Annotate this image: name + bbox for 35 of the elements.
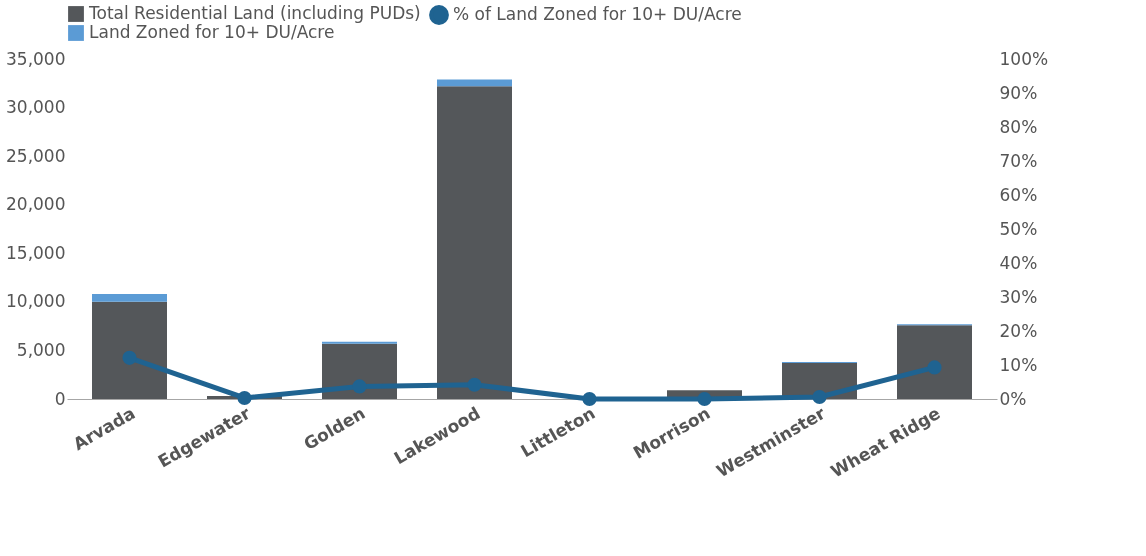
legend-label: Total Residential Land (including PUDs) (88, 3, 421, 23)
y-tick-label: 15,000 (6, 242, 66, 263)
point (697, 391, 712, 407)
y2-tick-label: 0% (999, 388, 1027, 409)
bar (92, 294, 167, 302)
legend-label: Land Zoned for 10+ DU/Acre (89, 22, 335, 42)
y-tick-label: 35,000 (6, 48, 66, 69)
y-tick-label: 25,000 (6, 145, 66, 166)
point (122, 350, 137, 365)
point (582, 391, 597, 407)
bar (437, 79, 512, 87)
y2-tick-label: 80% (999, 116, 1038, 137)
y2-tick-label: 60% (999, 184, 1038, 205)
y2-tick-label: 90% (999, 82, 1038, 103)
point (467, 377, 482, 392)
y-tick-label: 20,000 (6, 194, 66, 215)
point (812, 389, 827, 405)
y2-tick-label: 10% (999, 354, 1038, 375)
y-tick-label: 0 (54, 388, 66, 409)
point (352, 379, 367, 394)
bar (92, 301, 167, 399)
y2-tick-label: 20% (999, 320, 1038, 341)
y2-tick-label: 70% (999, 150, 1038, 171)
y2-tick-label: 40% (999, 252, 1038, 273)
point (237, 390, 252, 406)
point (927, 360, 942, 375)
y-tick-label: 30,000 (6, 97, 66, 118)
bar (437, 86, 512, 399)
legend-label: % of Land Zoned for 10+ DU/Acre (453, 4, 742, 24)
y2-tick-label: 30% (999, 286, 1038, 307)
y-tick-label: 5,000 (16, 339, 66, 360)
y-tick-label: 10,000 (6, 291, 66, 312)
bar (897, 325, 972, 399)
y2-tick-label: 100% (999, 48, 1049, 69)
y2-tick-label: 50% (999, 218, 1038, 239)
